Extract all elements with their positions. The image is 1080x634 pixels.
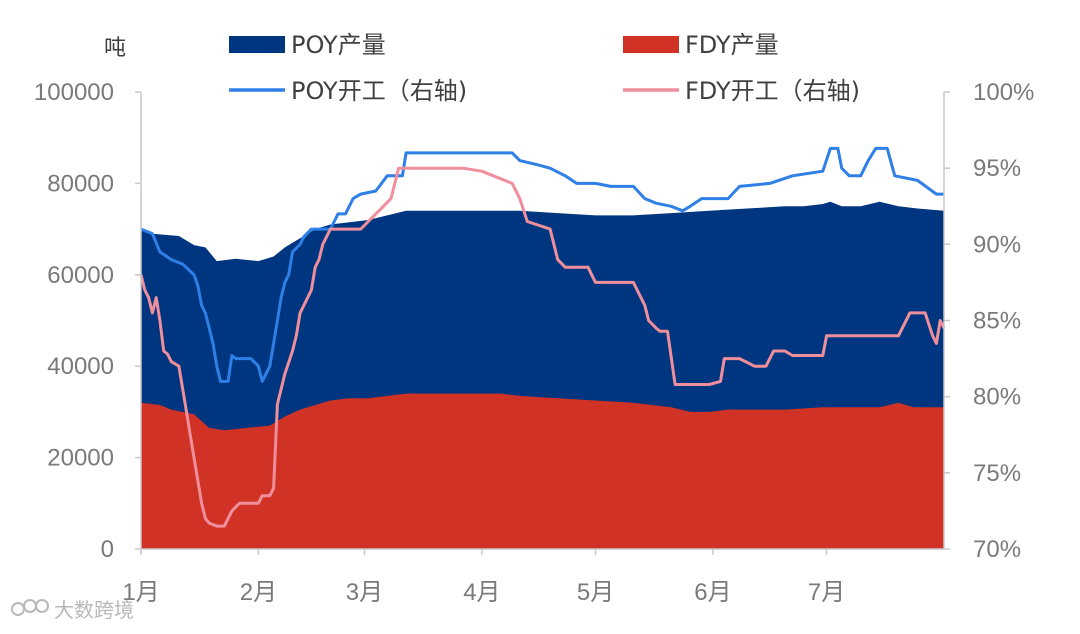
right-tick-label: 90%	[973, 231, 1021, 258]
legend-label: FDY开工（右轴)	[685, 77, 860, 105]
line-series-poy-operating-rate	[140, 146, 944, 383]
legend-swatch	[623, 36, 679, 53]
x-tick-label: 3月	[346, 579, 383, 606]
tick-labels: 0 20000 40000 60000 80000 100000 70% 75% 80% 85% 9…	[34, 79, 1034, 606]
x-tick-label: 7月	[808, 579, 845, 606]
legend-label: FDY产量	[685, 31, 779, 59]
left-tick-label: 80000	[47, 170, 114, 197]
watermark-text: 大数跨境	[54, 598, 134, 622]
left-axis-unit: 吨	[104, 36, 126, 61]
x-tick-label: 1月	[122, 579, 159, 606]
x-tick-label: 5月	[577, 579, 614, 606]
area-series-fdy-output	[141, 393, 944, 549]
right-tick-label: 100%	[973, 79, 1034, 106]
legend-label: POY产量	[291, 31, 386, 59]
legend-label: POY开工（右轴)	[291, 77, 467, 105]
watermark-logo-icon	[11, 599, 49, 616]
x-tick-label: 4月	[463, 579, 500, 606]
x-tick-label: 6月	[694, 579, 731, 606]
left-tick-label: 0	[101, 536, 114, 563]
area-series-group	[141, 201, 944, 549]
line-series-fdy-operating-rate	[139, 166, 946, 528]
watermark: 大数跨境	[11, 598, 134, 622]
right-tick-label: 95%	[973, 155, 1021, 182]
left-tick-label: 60000	[47, 262, 114, 289]
x-tick-label: 2月	[240, 579, 277, 606]
right-tick-label: 80%	[973, 384, 1021, 411]
left-tick-label: 100000	[34, 79, 114, 106]
legend: POY产量 FDY产量 POY开工（右轴) FDY开工（右轴)	[229, 31, 860, 105]
line-series-group	[139, 146, 946, 528]
right-tick-label: 85%	[973, 308, 1021, 335]
legend-swatch	[229, 36, 285, 53]
left-tick-label: 20000	[47, 445, 114, 472]
right-tick-label: 75%	[973, 460, 1021, 487]
right-tick-label: 70%	[973, 536, 1021, 563]
left-tick-label: 40000	[47, 353, 114, 380]
